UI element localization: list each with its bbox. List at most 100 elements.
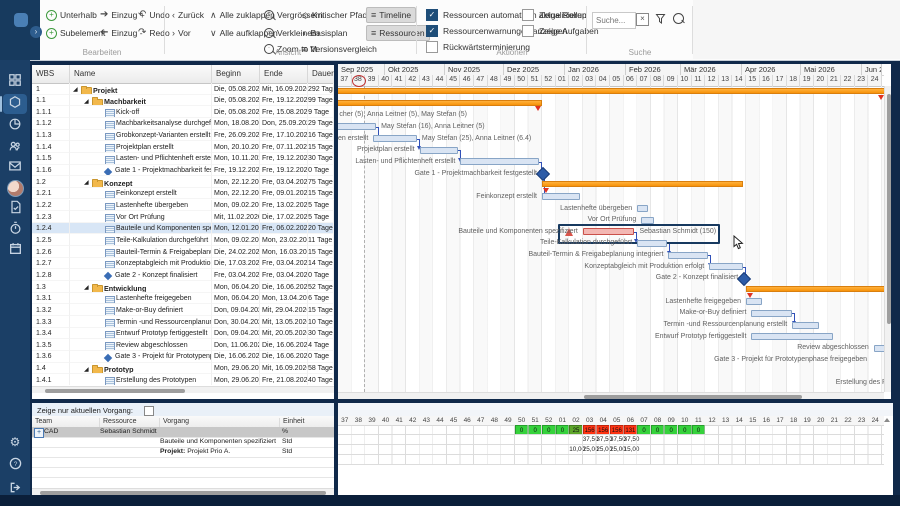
- table-row-1.1.4[interactable]: 1.1.4 Projektplan erstellt Mon, 20.10.2025…: [32, 141, 334, 153]
- filter-icon[interactable]: [655, 13, 666, 24]
- column-header-dauer[interactable]: Dauer: [312, 69, 334, 78]
- table-row-1.1.3[interactable]: 1.1.3 Grobkonzept-Varianten erstellt Fre, …: [32, 129, 334, 142]
- column-header-team[interactable]: Team: [32, 417, 100, 427]
- resource-table-hscrollbar[interactable]: [32, 488, 334, 495]
- zoom-to-fit-button[interactable]: · Zoom to fit: [264, 42, 317, 56]
- task-table-hscrollbar[interactable]: [32, 386, 334, 393]
- versionsvergleich-button[interactable]: ≡ Versionsvergleich: [302, 44, 377, 54]
- column-header-vorgang[interactable]: Vorgang: [160, 417, 280, 427]
- task-bar[interactable]: [373, 135, 417, 143]
- task-table-hscroll-thumb[interactable]: [45, 388, 185, 393]
- table-row-1.3.4[interactable]: 1.3.4 Entwurf Prototyp fertiggestellt Don,…: [32, 327, 334, 340]
- table-row-1.1.1[interactable]: 1.1.1 Kick-off Die, 05.08.2025 Fre, 15.08.2…: [32, 106, 334, 118]
- table-row-1.2.4[interactable]: 1.2.4 Bauteile und Komponenten spezifizie…: [32, 222, 334, 235]
- unterhalb-button[interactable]: + Unterhalb: [46, 8, 97, 22]
- table-row-1.1.2[interactable]: 1.1.2 Machbarkeitsanalyse durchgeführtMon…: [32, 117, 334, 130]
- kritischer-pfad-button[interactable]: ◇ Kritischer Pfad: [302, 10, 368, 20]
- vergroessern-button[interactable]: + Vergrössern: [264, 8, 323, 22]
- search-icon[interactable]: [673, 13, 684, 24]
- task-bar[interactable]: [637, 205, 649, 212]
- task-bar[interactable]: [792, 321, 820, 329]
- alle-zuklappen-button[interactable]: ∧ Alle zuklappen: [210, 10, 275, 20]
- summary-bar[interactable]: [542, 181, 744, 188]
- checkbox-zeige-rollup[interactable]: Zeige Rollup: [522, 9, 587, 21]
- selected-task-bar[interactable]: [582, 228, 635, 236]
- table-row-1.2.2[interactable]: 1.2.2 Lastenhefte übergeben Mon, 09.02.202…: [32, 199, 334, 212]
- task-bar[interactable]: [338, 123, 377, 131]
- checkbox-ressourcen-aktualisieren[interactable]: ✓ Ressourcen automatisch aktualisieren: [426, 9, 587, 21]
- search-input[interactable]: [592, 12, 636, 29]
- tree-collapse-icon[interactable]: ◢: [84, 366, 89, 373]
- table-row-1.2.3[interactable]: 1.2.3 Vor Ort Prüfung Mit, 11.02.2026 Die, …: [32, 211, 334, 223]
- verkleinern-button[interactable]: − Verkleinern: [264, 26, 320, 40]
- subelement-button[interactable]: + Subelement: [46, 26, 105, 40]
- checkbox-rueckwaertsterminierung[interactable]: Rückwärtsterminierung: [426, 41, 530, 53]
- summary-bar[interactable]: [338, 88, 884, 94]
- table-row-1.2.5[interactable]: 1.2.5 Teile-Kalkulation durchgeführt Mon, …: [32, 234, 334, 247]
- table-row-1.2.7[interactable]: 1.2.7 Konzeptabgleich mit Produktion erfo…: [32, 257, 334, 270]
- milestone-diamond[interactable]: [535, 166, 551, 182]
- alle-aufklappen-button[interactable]: ∨ Alle aufklappen: [210, 28, 278, 38]
- summary-bar[interactable]: [338, 99, 542, 106]
- table-row-1.4.1[interactable]: 1.4.1 Erstellung des Prototypen Mon, 29.06…: [32, 374, 334, 385]
- task-bar[interactable]: [709, 263, 744, 271]
- sidebar-item-timer[interactable]: [3, 220, 27, 240]
- column-header-ende[interactable]: Ende: [260, 65, 308, 83]
- column-header-wbs[interactable]: WBS: [32, 65, 70, 83]
- table-row-1.3.2[interactable]: 1.3.2 Make-or-Buy definiert Don, 09.04.202…: [32, 304, 334, 316]
- table-row-1.2.8[interactable]: 1.2.8 Gate 2 - Konzept finalisiert Fre, 03…: [32, 269, 334, 282]
- zurueck-button[interactable]: ‹ Zurück: [172, 10, 204, 20]
- column-header-name[interactable]: Name: [70, 65, 212, 83]
- tree-collapse-icon[interactable]: ◢: [73, 87, 78, 93]
- task-bar[interactable]: [873, 344, 884, 352]
- resource-row[interactable]: Bauteile und Komponenten spezifiziert Std: [32, 437, 334, 448]
- task-bar[interactable]: [542, 193, 581, 201]
- task-bar[interactable]: [419, 146, 458, 154]
- sidebar-item-documents[interactable]: [3, 199, 27, 219]
- tree-collapse-icon[interactable]: ◢: [84, 180, 89, 187]
- sidebar-item-dashboard[interactable]: [3, 72, 27, 92]
- task-bar[interactable]: [751, 333, 834, 341]
- sidebar-item-settings[interactable]: ⚙: [3, 432, 27, 452]
- checkbox-ressourcenwarnungen[interactable]: ✓ Ressourcenwarnungen anzeigen: [426, 25, 567, 37]
- tree-collapse-icon[interactable]: ◢: [84, 285, 89, 292]
- expand-plus-icon[interactable]: +: [34, 428, 44, 438]
- gantt-vscrollbar[interactable]: [884, 86, 891, 392]
- task-bar[interactable]: [460, 158, 540, 166]
- sidebar-item-avatar[interactable]: [3, 178, 27, 198]
- table-row-1.1.5[interactable]: 1.1.5 Lasten- und Pflichtenheft erstellt M…: [32, 152, 334, 165]
- resource-row[interactable]: Projekt: Projekt Prio A. Std: [32, 447, 334, 458]
- einzug-minus-button[interactable]: ➔ Einzug -: [100, 27, 143, 38]
- task-bar[interactable]: [637, 239, 668, 247]
- resource-row[interactable]: + CAD Sebastian Schmidt%: [32, 427, 334, 438]
- table-row-1.3.3[interactable]: 1.3.3 Termin -und Ressourcenplanung erste…: [32, 316, 334, 328]
- histogram-scroll-up-arrow[interactable]: [884, 418, 890, 422]
- checkbox-zeige-aufgaben[interactable]: Zeige Aufgaben: [522, 25, 599, 37]
- column-header-einheit[interactable]: Einheit: [283, 417, 305, 425]
- sidebar-item-logout[interactable]: [3, 480, 27, 500]
- sidebar-item-reports[interactable]: [3, 116, 27, 136]
- table-row-1.2.6[interactable]: 1.2.6 Bauteil-Termin & Freigabeplanung in…: [32, 246, 334, 258]
- task-bar[interactable]: [751, 309, 793, 317]
- sidebar-item-help[interactable]: ?: [3, 456, 27, 476]
- table-row-1[interactable]: 1 ◢ Projekt Die, 05.08.2025 Mit, 16.09.2026 2…: [32, 83, 334, 95]
- sidebar-item-calendar[interactable]: [3, 241, 27, 261]
- vor-button[interactable]: › Vor: [172, 28, 191, 38]
- ressourcen-toggle-button[interactable]: ≡ Ressourcen: [366, 25, 430, 41]
- table-row-1.3.5[interactable]: 1.3.5 Review abgeschlossen Don, 11.06.2026…: [32, 339, 334, 351]
- einzug-plus-button[interactable]: ➔ Einzug +: [100, 9, 145, 21]
- table-row-1.3.6[interactable]: 1.3.6 Gate 3 - Projekt für Prototypenphas…: [32, 350, 334, 363]
- table-row-1.2.1[interactable]: 1.2.1 Feinkonzept erstellt Mon, 22.12.2025…: [32, 187, 334, 200]
- table-row-1.1[interactable]: 1.1 ◢ Machbarkeit Die, 05.08.2025 Fre, 19.12…: [32, 94, 334, 107]
- task-bar[interactable]: [668, 251, 708, 259]
- milestone-diamond[interactable]: [737, 271, 752, 286]
- timeline-toggle-button[interactable]: ≡ Timeline: [366, 7, 417, 23]
- summary-bar[interactable]: [746, 286, 884, 293]
- search-clear-button[interactable]: ×: [636, 13, 649, 26]
- sidebar-item-project[interactable]: [3, 94, 27, 114]
- table-row-1.1.6[interactable]: 1.1.6 Gate 1 - Projektmachbarkeit festges…: [32, 164, 334, 177]
- sidebar-item-mail[interactable]: [3, 158, 27, 178]
- column-header-ressource[interactable]: Ressource: [100, 417, 160, 427]
- redo-button[interactable]: ↷ Redo: [138, 27, 170, 39]
